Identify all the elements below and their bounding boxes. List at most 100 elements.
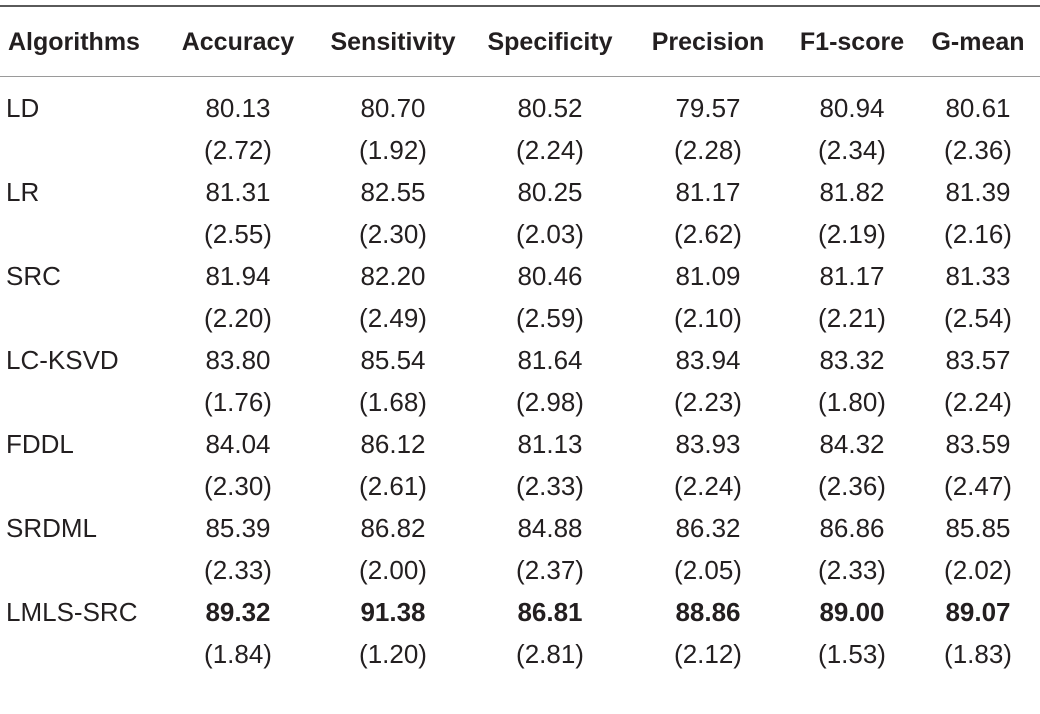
metric-value: 84.32 — [819, 428, 885, 459]
metric-sd: (2.33) — [818, 554, 886, 585]
metric-value: 81.31 — [205, 176, 271, 207]
metric-value: 80.25 — [517, 176, 583, 207]
header-g-mean: G-mean — [931, 27, 1025, 56]
metric-value: 83.93 — [675, 428, 741, 459]
metric-value: 86.32 — [675, 512, 741, 543]
metric-value: 80.46 — [517, 260, 583, 291]
metric-sd: (2.36) — [818, 470, 886, 501]
metric-value: 81.17 — [675, 176, 741, 207]
metric-value: 85.39 — [205, 512, 271, 543]
metric-value: 81.33 — [945, 260, 1011, 291]
metric-sd: (1.83) — [944, 638, 1012, 669]
metric-value: 83.94 — [675, 344, 741, 375]
metric-sd: (2.05) — [674, 554, 742, 585]
metric-sd: (1.80) — [818, 386, 886, 417]
metric-value: 84.88 — [517, 512, 583, 543]
metric-sd: (2.12) — [674, 638, 742, 669]
metric-sd: (2.34) — [818, 134, 886, 165]
metric-sd: (2.62) — [674, 218, 742, 249]
metric-value: 89.32 — [205, 596, 271, 627]
metric-value: 85.54 — [360, 344, 426, 375]
table-row: SRDML 85.39 86.82 84.88 86.32 86.86 85.85 — [0, 506, 1040, 550]
metric-value: 81.64 — [517, 344, 583, 375]
table-row: LMLS-SRC 89.32 91.38 86.81 88.86 89.00 89.07 — [0, 590, 1040, 634]
header-accuracy: Accuracy — [181, 27, 295, 56]
header-f1-score: F1-score — [799, 27, 905, 56]
metric-sd: (2.20) — [204, 302, 272, 333]
table-row-sd: (2.30) (2.61) (2.33) (2.24) (2.36) (2.47) — [0, 466, 1040, 506]
metric-sd: (2.03) — [516, 218, 584, 249]
metric-value: 83.57 — [945, 344, 1011, 375]
empty-cell — [0, 634, 162, 674]
table-header-rule — [0, 76, 1040, 77]
metric-sd: (2.47) — [944, 470, 1012, 501]
metric-value: 83.80 — [205, 344, 271, 375]
metric-sd: (2.55) — [204, 218, 272, 249]
algorithm-name: SRC — [6, 260, 61, 291]
table-body: LD 80.13 80.70 80.52 79.57 80.94 80.61 (2.72) (1… — [0, 68, 1040, 674]
algorithm-name: FDDL — [6, 428, 74, 459]
metric-sd: (1.84) — [204, 638, 272, 669]
metric-sd: (2.49) — [359, 302, 427, 333]
metric-value: 83.59 — [945, 428, 1011, 459]
metric-sd: (1.53) — [818, 638, 886, 669]
metric-value: 80.13 — [205, 92, 271, 123]
header-algorithms: Algorithms — [8, 27, 140, 56]
metric-value: 85.85 — [945, 512, 1011, 543]
metric-value: 80.61 — [945, 92, 1011, 123]
metric-sd: (2.61) — [359, 470, 427, 501]
table-row-sd: (2.72) (1.92) (2.24) (2.28) (2.34) (2.36) — [0, 130, 1040, 170]
table-row-sd: (2.20) (2.49) (2.59) (2.10) (2.21) (2.54) — [0, 298, 1040, 338]
metric-value: 81.82 — [819, 176, 885, 207]
metric-sd: (1.92) — [359, 134, 427, 165]
metric-value: 82.55 — [360, 176, 426, 207]
metric-sd: (2.72) — [204, 134, 272, 165]
metric-sd: (1.76) — [204, 386, 272, 417]
metric-sd: (2.02) — [944, 554, 1012, 585]
metric-sd: (2.24) — [944, 386, 1012, 417]
metric-value: 82.20 — [360, 260, 426, 291]
header-specificity: Specificity — [487, 27, 613, 56]
table-row-sd: (2.55) (2.30) (2.03) (2.62) (2.19) (2.16) — [0, 214, 1040, 254]
metric-sd: (2.24) — [674, 470, 742, 501]
metric-value: 86.86 — [819, 512, 885, 543]
metric-value: 80.52 — [517, 92, 583, 123]
metric-sd: (2.28) — [674, 134, 742, 165]
metric-value: 80.70 — [360, 92, 426, 123]
metric-value: 81.09 — [675, 260, 741, 291]
metric-value: 80.94 — [819, 92, 885, 123]
metric-sd: (2.19) — [818, 218, 886, 249]
metric-value: 81.17 — [819, 260, 885, 291]
empty-cell — [0, 466, 162, 506]
metric-value: 79.57 — [675, 92, 741, 123]
empty-cell — [0, 130, 162, 170]
header-precision: Precision — [651, 27, 765, 56]
metric-value: 81.13 — [517, 428, 583, 459]
metric-sd: (2.24) — [516, 134, 584, 165]
table-row: LR 81.31 82.55 80.25 81.17 81.82 81.39 — [0, 170, 1040, 214]
metric-sd: (2.10) — [674, 302, 742, 333]
metric-sd: (2.21) — [818, 302, 886, 333]
metric-sd: (2.30) — [359, 218, 427, 249]
table-top-rule — [0, 5, 1040, 7]
metric-value: 86.12 — [360, 428, 426, 459]
empty-cell — [0, 382, 162, 422]
metric-sd: (2.59) — [516, 302, 584, 333]
metric-value: 88.86 — [675, 596, 741, 627]
metric-sd: (2.98) — [516, 386, 584, 417]
metric-value: 86.82 — [360, 512, 426, 543]
table-row: LC-KSVD 83.80 85.54 81.64 83.94 83.32 83.57 — [0, 338, 1040, 382]
metric-sd: (2.30) — [204, 470, 272, 501]
header-sensitivity: Sensitivity — [330, 27, 456, 56]
metric-sd: (2.33) — [516, 470, 584, 501]
empty-cell — [0, 550, 162, 590]
metric-sd: (2.81) — [516, 638, 584, 669]
table-row-sd: (2.33) (2.00) (2.37) (2.05) (2.33) (2.02) — [0, 550, 1040, 590]
algorithm-name: LC-KSVD — [6, 344, 119, 375]
metric-sd: (2.00) — [359, 554, 427, 585]
empty-cell — [0, 298, 162, 338]
algorithm-name: LR — [6, 176, 40, 207]
table-row-sd: (1.84) (1.20) (2.81) (2.12) (1.53) (1.83) — [0, 634, 1040, 674]
comparison-table: Algorithms Accuracy Sensitivity Specific… — [0, 16, 1040, 674]
